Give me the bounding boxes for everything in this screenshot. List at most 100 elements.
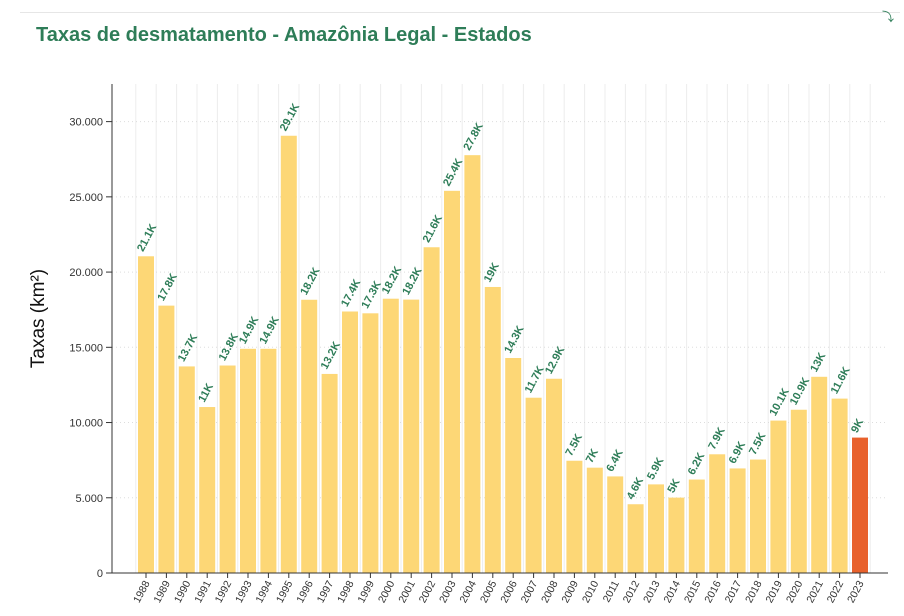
bar-2016[interactable] xyxy=(709,454,726,573)
y-tick-label: 10.000 xyxy=(69,418,103,430)
data-label-2011: 6.4K xyxy=(604,448,626,474)
data-label-1991: 11K xyxy=(196,381,216,404)
top-divider xyxy=(20,12,900,13)
x-tick-label-2006: 2006 xyxy=(498,579,520,605)
x-tick-label-2015: 2015 xyxy=(682,579,704,605)
x-tick-label-1992: 1992 xyxy=(213,579,235,605)
x-tick-label-1988: 1988 xyxy=(131,579,153,605)
data-label-2022: 11.6K xyxy=(829,365,853,396)
x-tick-label-1996: 1996 xyxy=(294,579,316,605)
bar-2023[interactable] xyxy=(852,437,868,573)
bar-1991[interactable] xyxy=(199,407,216,573)
x-tick-label-2008: 2008 xyxy=(539,579,561,605)
bar-1999[interactable] xyxy=(362,313,379,573)
y-tick-label: 25.000 xyxy=(69,192,103,204)
x-tick-label-2022: 2022 xyxy=(825,579,847,605)
download-icon[interactable]: ⤵ xyxy=(882,10,895,24)
bar-2000[interactable] xyxy=(382,298,399,573)
bar-2022[interactable] xyxy=(831,398,848,573)
bar-2011[interactable] xyxy=(607,476,624,573)
bar-2013[interactable] xyxy=(648,484,664,573)
bar-2004[interactable] xyxy=(464,155,481,573)
x-tick-label-2007: 2007 xyxy=(519,579,541,605)
x-tick-label-1989: 1989 xyxy=(151,579,173,605)
x-tick-label-1997: 1997 xyxy=(315,579,337,605)
bar-1992[interactable] xyxy=(219,365,236,573)
bar-1993[interactable] xyxy=(240,348,256,573)
x-tick-label-2004: 2004 xyxy=(457,579,479,605)
bar-1997[interactable] xyxy=(321,373,338,573)
x-tick-label-2003: 2003 xyxy=(437,579,459,605)
x-tick-label-2013: 2013 xyxy=(641,579,663,605)
bar-2002[interactable] xyxy=(423,247,440,573)
bar-2020[interactable] xyxy=(790,409,807,573)
data-label-2018: 7.5K xyxy=(747,431,769,457)
x-tick-label-1994: 1994 xyxy=(253,579,275,605)
bar-1988[interactable] xyxy=(138,256,154,573)
bar-1990[interactable] xyxy=(178,366,195,573)
x-tick-label-2023: 2023 xyxy=(845,579,867,605)
y-tick-label: 30.000 xyxy=(69,117,103,129)
data-label-2023: 9K xyxy=(849,417,866,435)
y-axis-label: Taxas (km²) xyxy=(28,269,49,368)
bar-2018[interactable] xyxy=(750,459,766,573)
x-tick-label-2005: 2005 xyxy=(478,579,500,605)
bar-2007[interactable] xyxy=(525,397,542,573)
bar-1994[interactable] xyxy=(260,348,277,573)
x-tick-label-1995: 1995 xyxy=(274,579,296,605)
x-tick-label-1993: 1993 xyxy=(233,579,255,605)
bar-2015[interactable] xyxy=(688,479,705,573)
bar-2019[interactable] xyxy=(770,420,787,573)
x-tick-label-2016: 2016 xyxy=(702,579,724,605)
bar-2012[interactable] xyxy=(627,504,644,573)
data-label-2013: 5.9K xyxy=(645,456,667,482)
data-label-2014: 5K xyxy=(665,477,682,495)
x-tick-label-2010: 2010 xyxy=(580,579,602,605)
data-label-2017: 6.9K xyxy=(727,440,749,466)
x-tick-label-2002: 2002 xyxy=(417,579,439,605)
bar-2010[interactable] xyxy=(586,467,603,573)
data-label-2009: 7.5K xyxy=(563,432,585,458)
y-tick-label: 5.000 xyxy=(75,493,103,505)
x-tick-label-2017: 2017 xyxy=(723,579,745,605)
bar-2003[interactable] xyxy=(444,190,460,573)
bar-1998[interactable] xyxy=(342,311,358,573)
x-tick-label-2020: 2020 xyxy=(784,579,806,605)
bar-2017[interactable] xyxy=(729,468,746,573)
x-tick-label-1998: 1998 xyxy=(335,579,357,605)
data-label-2010: 7K xyxy=(584,447,601,465)
bar-2021[interactable] xyxy=(811,376,828,573)
bar-2014[interactable] xyxy=(668,497,685,573)
chart-title: Taxas de desmatamento - Amazônia Legal -… xyxy=(36,24,532,46)
data-label-2015: 6.2K xyxy=(686,451,708,477)
x-tick-label-2018: 2018 xyxy=(743,579,765,605)
y-tick-label: 0 xyxy=(97,568,103,580)
x-tick-label-2000: 2000 xyxy=(376,579,398,605)
x-tick-label-2001: 2001 xyxy=(396,579,418,605)
bar-2008[interactable] xyxy=(546,378,562,573)
x-tick-label-2021: 2021 xyxy=(804,579,826,605)
bar-1989[interactable] xyxy=(158,305,175,573)
x-tick-label-2014: 2014 xyxy=(661,579,683,605)
data-label-2021: 13K xyxy=(808,351,828,375)
data-label-2016: 7.9K xyxy=(706,425,728,451)
bar-2009[interactable] xyxy=(566,460,583,573)
x-tick-label-2019: 2019 xyxy=(763,579,785,605)
data-label-2012: 4.6K xyxy=(625,475,647,501)
bar-2001[interactable] xyxy=(403,299,420,573)
x-tick-label-1990: 1990 xyxy=(172,579,194,605)
y-tick-label: 15.000 xyxy=(69,342,103,354)
bars xyxy=(138,135,868,573)
bar-2006[interactable] xyxy=(505,357,522,573)
x-tick-label-1991: 1991 xyxy=(192,579,214,605)
x-tick-label-1999: 1999 xyxy=(355,579,377,605)
bar-1995[interactable] xyxy=(280,135,297,573)
data-label-2005: 19K xyxy=(482,261,502,285)
y-tick-label: 20.000 xyxy=(69,267,103,279)
bar-1996[interactable] xyxy=(301,299,318,573)
x-tick-label-2009: 2009 xyxy=(559,579,581,605)
x-tick-label-2012: 2012 xyxy=(621,579,643,605)
bar-2005[interactable] xyxy=(484,286,501,573)
x-tick-label-2011: 2011 xyxy=(601,579,622,605)
